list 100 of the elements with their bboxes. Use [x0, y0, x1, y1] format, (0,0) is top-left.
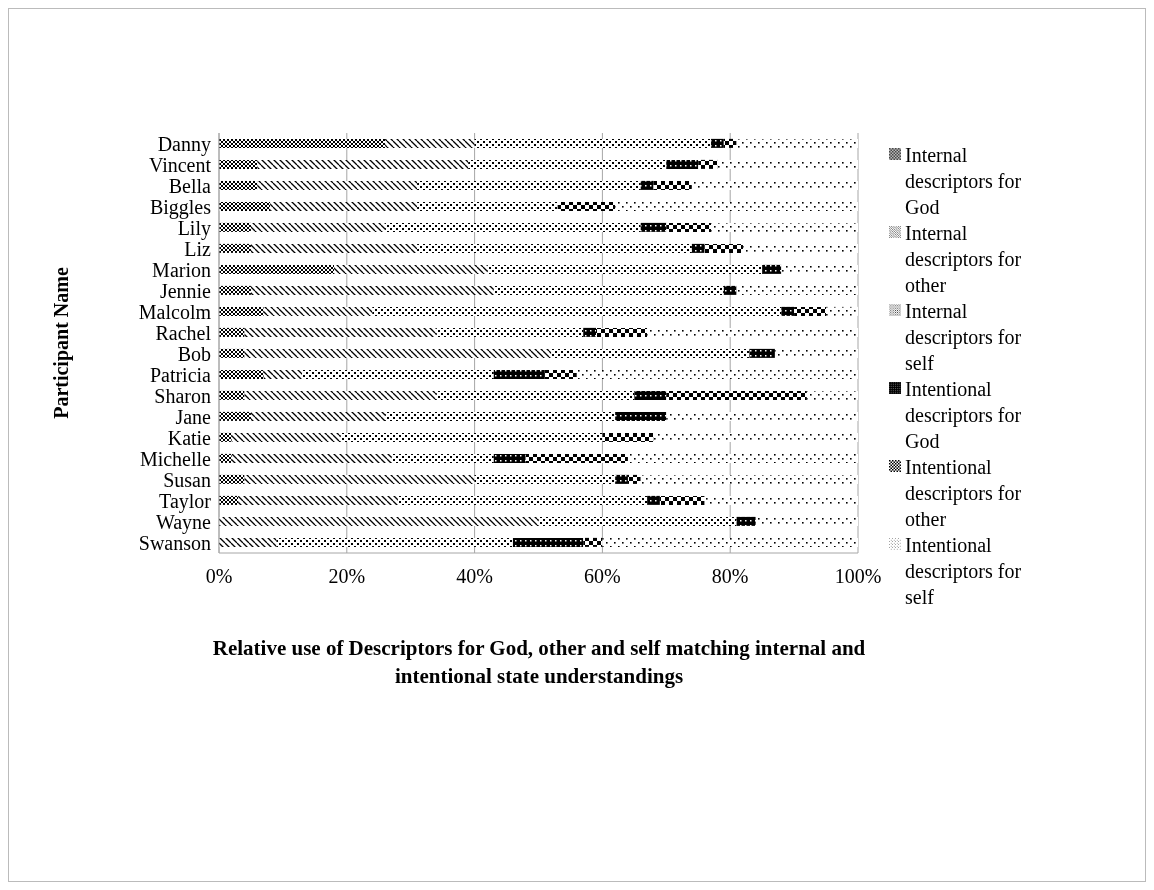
- y-axis-title: Participant Name: [50, 267, 74, 419]
- bar: [596, 327, 648, 337]
- bar: [391, 453, 494, 463]
- bar: [781, 306, 795, 316]
- bar: [219, 537, 277, 547]
- bar: [219, 516, 539, 526]
- bar: [666, 411, 858, 421]
- bar: [436, 390, 635, 400]
- bar: [219, 222, 251, 232]
- bar: [742, 243, 858, 253]
- bar: [723, 285, 737, 295]
- bar: [755, 516, 858, 526]
- y-tick-label: Jennie: [159, 279, 212, 302]
- bar: [659, 495, 705, 505]
- bar: [219, 495, 239, 505]
- bar: [250, 411, 386, 421]
- legend-label: Internal descriptors for God: [905, 144, 1022, 218]
- y-tick-label: Patricia: [149, 363, 212, 386]
- y-tick-label: Sharon: [154, 384, 211, 407]
- bar: [436, 327, 584, 337]
- x-tick-label: 0%: [205, 565, 233, 588]
- bar: [512, 537, 584, 547]
- bar: [794, 306, 827, 316]
- bar: [615, 474, 628, 484]
- bar: [647, 327, 858, 337]
- bar: [666, 390, 807, 400]
- legend-label: Internal descriptors for other: [905, 222, 1022, 296]
- bar: [551, 348, 750, 358]
- bar: [583, 327, 597, 337]
- bar: [666, 159, 699, 169]
- bar: [493, 453, 526, 463]
- bar: [762, 264, 782, 274]
- bar: [691, 180, 858, 190]
- bar: [219, 327, 245, 337]
- bar: [244, 390, 437, 400]
- bar: [557, 201, 616, 211]
- bar: [538, 516, 737, 526]
- bar: [244, 348, 552, 358]
- bar: [474, 138, 712, 148]
- bar: [385, 411, 616, 421]
- y-tick-label: Rachel: [155, 321, 212, 344]
- bar: [219, 285, 251, 295]
- bar: [219, 390, 245, 400]
- bar: [723, 138, 737, 148]
- x-tick-label: 60%: [584, 565, 621, 588]
- y-tick-label: Bob: [177, 342, 211, 365]
- bar: [244, 327, 437, 337]
- bar: [231, 432, 341, 442]
- bar: [474, 474, 616, 484]
- bar: [385, 138, 475, 148]
- bar: [653, 432, 858, 442]
- bar: [736, 516, 756, 526]
- y-tick-label: Michelle: [139, 447, 212, 470]
- bar: [487, 264, 763, 274]
- bar: [219, 159, 258, 169]
- bar: [219, 411, 251, 421]
- legend-label: Intentional descriptors for God: [905, 378, 1022, 452]
- bar: [493, 369, 545, 379]
- bar: [583, 537, 603, 547]
- legend-label: Intentional descriptors for self: [905, 534, 1022, 608]
- x-tick-label: 20%: [328, 565, 366, 588]
- bar: [749, 348, 775, 358]
- bar: [640, 474, 858, 484]
- bar: [493, 285, 724, 295]
- y-tick-label: Malcolm: [138, 300, 212, 323]
- bar: [257, 180, 418, 190]
- bar: [263, 369, 303, 379]
- bar: [219, 348, 245, 358]
- x-tick-label: 40%: [456, 565, 493, 588]
- bar: [302, 369, 494, 379]
- x-axis-title: Relative use of Descriptors for God, other and self matching internal and intentional state understandings: [211, 635, 867, 690]
- y-tick-label: Taylor: [159, 489, 212, 513]
- bar: [219, 453, 232, 463]
- bar: [666, 222, 712, 232]
- bar: [219, 432, 232, 442]
- bar: [417, 180, 641, 190]
- bar: [634, 390, 667, 400]
- bar: [417, 201, 558, 211]
- bar: [627, 453, 858, 463]
- y-tick-label: Susan: [163, 468, 211, 491]
- x-tick-label: 80%: [711, 565, 749, 588]
- y-tick-label: Jane: [175, 405, 212, 428]
- bar: [627, 474, 641, 484]
- bar: [263, 306, 373, 316]
- bar: [525, 453, 628, 463]
- bar: [640, 180, 654, 190]
- bar: [653, 180, 692, 190]
- bar: [704, 495, 858, 505]
- bar: [219, 369, 264, 379]
- x-tick-label: 100%: [834, 565, 882, 588]
- bar: [219, 201, 271, 211]
- bar: [774, 348, 858, 358]
- bar: [602, 537, 858, 547]
- bar: [691, 243, 705, 253]
- bar: [250, 243, 418, 253]
- bar: [219, 243, 251, 253]
- bar: [385, 222, 641, 232]
- y-tick-label: Bella: [168, 174, 212, 197]
- bar: [826, 306, 858, 316]
- legend-label: Intentional descriptors for other: [905, 456, 1022, 530]
